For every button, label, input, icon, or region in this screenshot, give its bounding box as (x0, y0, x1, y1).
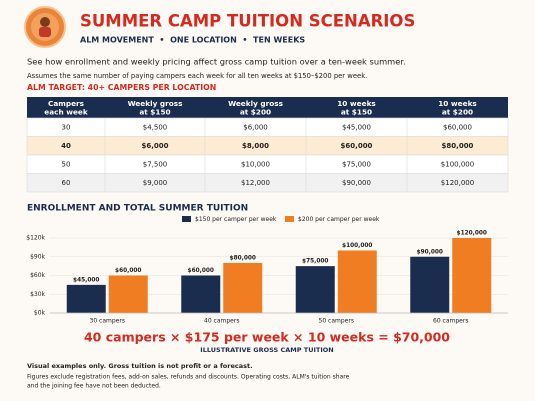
x-tick-label: 40 campers (204, 318, 239, 325)
table-cell: $75,000 (342, 160, 371, 168)
y-tick-label: $90k (30, 253, 45, 260)
table-cell: 30 (62, 123, 71, 131)
value-label: $45,000 (73, 277, 99, 283)
table-cell: $120,000 (441, 179, 474, 187)
bar (452, 238, 492, 313)
table-cell: $80,000 (442, 142, 474, 150)
table-cell: $10,000 (241, 160, 270, 168)
table-cell: $100,000 (441, 160, 474, 168)
y-tick-label: $0k (34, 310, 46, 317)
column-header: at $150 (341, 108, 372, 117)
footnote-bold: Visual examples only. Gross tuition is n… (27, 362, 253, 370)
intro: See how enrollment and weekly pricing af… (27, 57, 406, 67)
table-cell: $45,000 (342, 123, 371, 131)
table-row-bg (26, 173, 509, 193)
bar (223, 263, 263, 313)
table-cell: $12,000 (241, 179, 270, 187)
column-header: 10 weeks (337, 99, 376, 108)
logo (24, 6, 66, 48)
table-cell: $8,000 (242, 142, 269, 150)
table-cell: $6,000 (141, 142, 168, 150)
y-tick-label: $120k (26, 235, 45, 242)
footnote-line: and the joining fee have not been deduct… (27, 383, 161, 390)
target: ALM TARGET: 40+ CAMPERS PER LOCATION (27, 83, 216, 92)
value-label: $60,000 (115, 268, 141, 274)
x-tick-label: 30 campers (90, 318, 125, 325)
value-label: $120,000 (457, 231, 487, 237)
legend-label: $200 per camper per week (298, 216, 380, 223)
column-header: each week (44, 108, 88, 117)
table-cell: $9,000 (143, 179, 168, 187)
bar (337, 250, 377, 313)
legend-swatch (182, 216, 191, 222)
table-cell: $6,000 (243, 123, 268, 131)
value-label: $75,000 (302, 259, 328, 265)
formula: 40 campers × $175 per week × 10 weeks = … (84, 330, 450, 345)
table-cell: $4,500 (143, 123, 168, 131)
column-header: at $200 (442, 108, 473, 117)
value-label: $80,000 (230, 256, 256, 262)
bar (295, 266, 335, 313)
table-cell: 60 (62, 179, 71, 187)
y-tick-label: $60k (30, 272, 45, 279)
legend-label: $150 per camper per week (195, 216, 277, 223)
table-cell: $7,500 (143, 160, 168, 168)
column-header: Campers (48, 99, 84, 108)
x-tick-label: 60 campers (433, 318, 468, 325)
table-cell: $60,000 (443, 123, 472, 131)
logo-body (39, 27, 51, 37)
table-cell: $60,000 (341, 142, 373, 150)
table-header-bg (27, 97, 508, 118)
footnote-line: Figures exclude registration fees, add-o… (27, 374, 350, 381)
bar (66, 284, 106, 313)
assumption: Assumes the same number of paying camper… (27, 72, 367, 80)
value-label: $60,000 (188, 268, 214, 274)
column-header: at $150 (139, 108, 170, 117)
bar (181, 275, 221, 313)
legend-swatch (285, 216, 294, 222)
bar (410, 256, 450, 313)
chart-title: ENROLLMENT AND TOTAL SUMMER TUITION (27, 204, 248, 214)
column-header: Weekly gross (128, 99, 183, 108)
bar (108, 275, 148, 313)
formula-caption: ILLUSTRATIVE GROSS CAMP TUITION (200, 346, 333, 354)
column-header: Weekly gross (228, 99, 283, 108)
table-cell: 50 (62, 160, 71, 168)
subtitle: ALM MOVEMENT • ONE LOCATION • TEN WEEKS (80, 36, 305, 45)
table-cell: $90,000 (342, 179, 371, 187)
title: SUMMER CAMP TUITION SCENARIOS (80, 12, 415, 31)
logo-head (40, 17, 50, 27)
column-header: 10 weeks (438, 99, 477, 108)
column-header: at $200 (240, 108, 271, 117)
value-label: $100,000 (342, 243, 372, 249)
value-label: $90,000 (417, 249, 443, 255)
y-tick-label: $30k (30, 291, 45, 298)
x-tick-label: 50 campers (319, 318, 354, 325)
table-cell: 40 (61, 142, 71, 150)
